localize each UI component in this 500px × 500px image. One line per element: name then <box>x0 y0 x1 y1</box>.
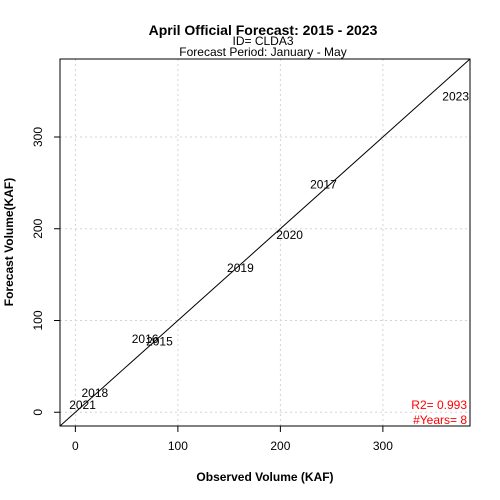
one-to-one-line <box>59 58 471 427</box>
y-tick-label: 100 <box>31 310 45 330</box>
point-label: 2016 <box>132 332 159 346</box>
x-tick-label: 0 <box>72 439 79 453</box>
chart-subtitle-id: ID= CLDA3 <box>232 34 293 48</box>
point-label: 2018 <box>81 386 108 400</box>
r2-stat: R2= 0.993 <box>411 398 467 412</box>
x-axis-label: Observed Volume (KAF) <box>196 470 333 484</box>
axes: 0 100 200 300 0 100 200 300 <box>31 127 393 453</box>
point-label: 2017 <box>310 178 337 192</box>
y-tick-label: 300 <box>31 127 45 147</box>
point-label: 2020 <box>276 228 303 242</box>
y-tick-label: 0 <box>31 409 45 416</box>
x-tick-label: 200 <box>270 439 290 453</box>
point-label: 2019 <box>227 261 254 275</box>
x-tick-label: 100 <box>168 439 188 453</box>
y-axis-label: Forecast Volume(KAF) <box>2 178 16 306</box>
x-tick-label: 300 <box>373 439 393 453</box>
y-tick-label: 200 <box>31 218 45 238</box>
one-to-one-line-group <box>59 58 471 427</box>
plot-frame <box>59 58 471 427</box>
chart-subtitle-period: Forecast Period: January - May <box>179 45 346 59</box>
grid <box>60 59 470 426</box>
years-count-stat: #Years= 8 <box>413 413 467 427</box>
point-label: 2023 <box>442 90 469 104</box>
chart-title: April Official Forecast: 2015 - 2023 <box>149 22 378 38</box>
point-label: 2015 <box>146 335 173 349</box>
point-label: 2021 <box>69 398 96 412</box>
